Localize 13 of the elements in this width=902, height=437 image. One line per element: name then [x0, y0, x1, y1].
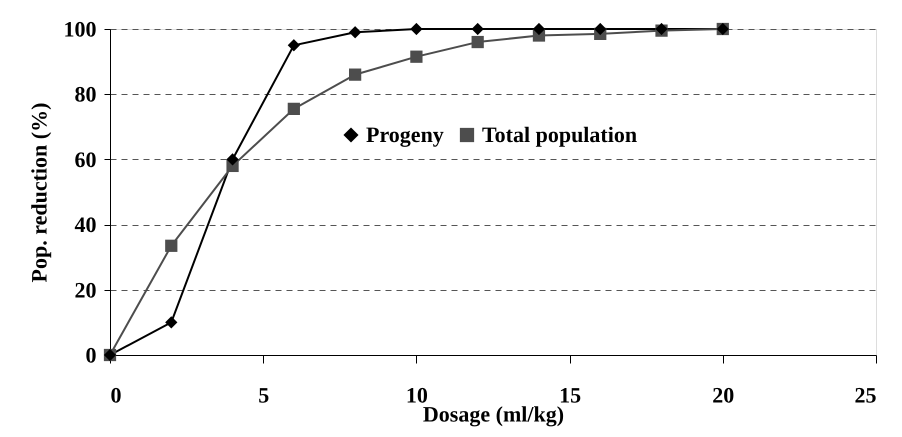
legend-label: Progeny: [366, 122, 444, 147]
y-tick-label: 100: [64, 16, 96, 42]
y-tick-label: 0: [86, 342, 96, 368]
y-tick-label: 80: [74, 82, 96, 107]
x-tick-label: 0: [110, 382, 122, 408]
y-axis-title: Pop. reduction (%): [26, 102, 52, 282]
legend-label: Total population: [482, 122, 638, 147]
y-tick-label: 40: [74, 212, 96, 238]
x-tick-label: 20: [712, 382, 734, 408]
x-tick-label: 5: [258, 382, 270, 408]
x-tick-label: 25: [854, 382, 876, 408]
y-tick-label: 20: [74, 277, 96, 302]
y-tick-label: 60: [74, 146, 96, 172]
